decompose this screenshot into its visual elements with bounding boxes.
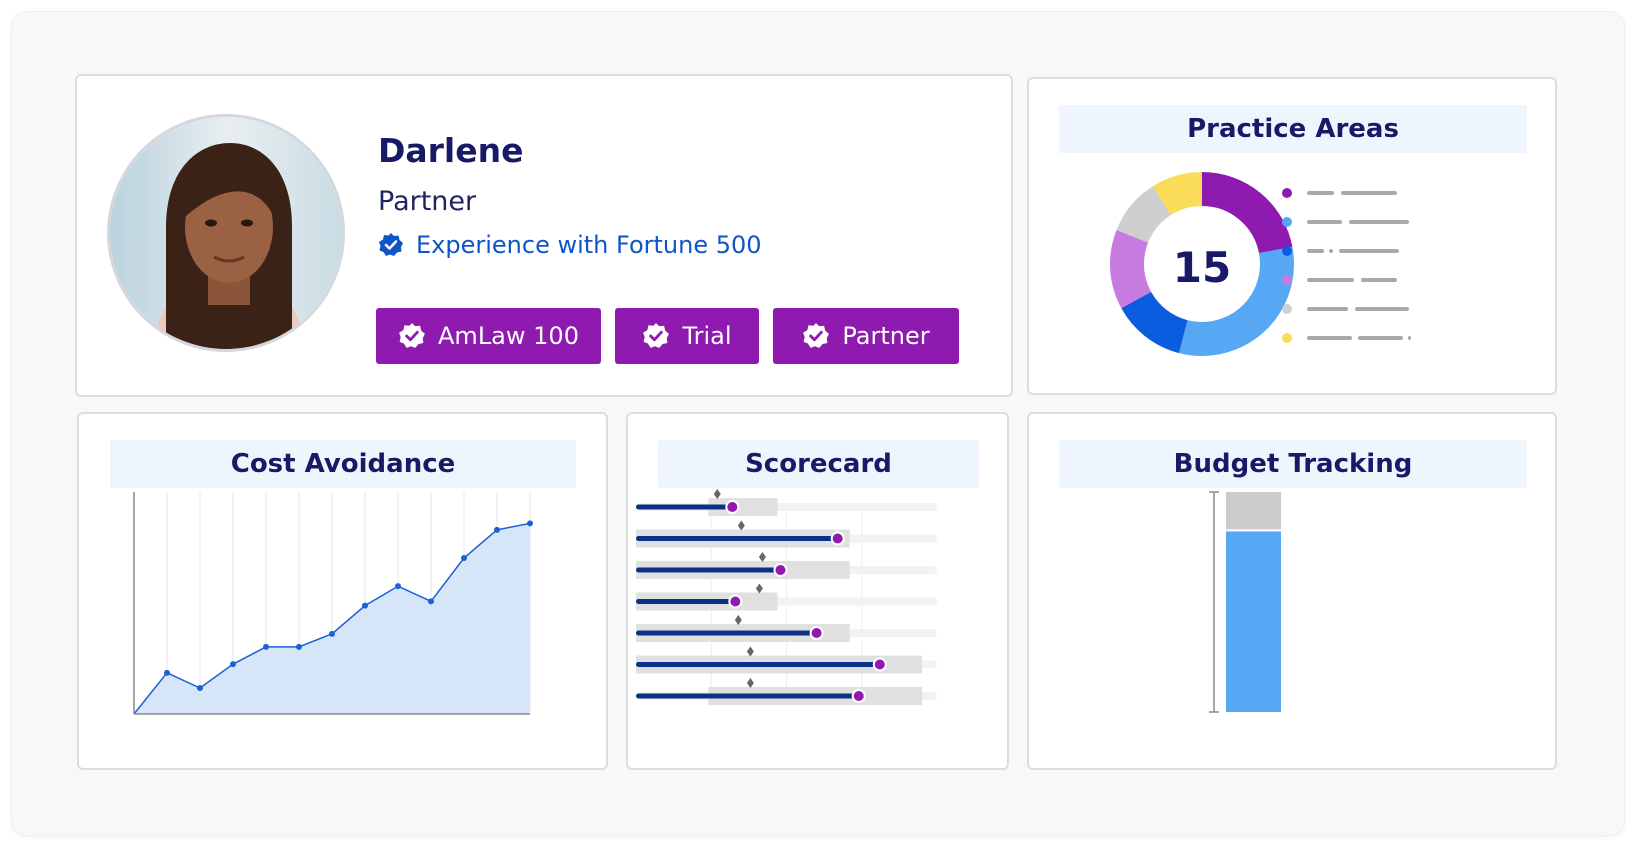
bullet-target-marker xyxy=(746,646,754,657)
legend-placeholder-line xyxy=(1329,249,1333,253)
practice-areas-donut-chart xyxy=(1110,172,1411,356)
experience-label: Experience with Fortune 500 xyxy=(416,231,762,259)
bullet-actual-bar xyxy=(636,693,859,699)
budget-tracking-card: Budget Tracking xyxy=(1027,412,1557,770)
cost-avoidance-title: Cost Avoidance xyxy=(110,440,576,488)
tag-partner[interactable]: Partner xyxy=(773,308,959,364)
badge-check-icon xyxy=(643,323,670,348)
legend-placeholder-line xyxy=(1341,191,1397,195)
tag-amlaw-100[interactable]: AmLaw 100 xyxy=(376,308,601,364)
budget-tracking-bar-chart xyxy=(1209,491,1281,713)
practice-areas-card: Practice Areas 15 xyxy=(1027,77,1557,395)
legend-dot xyxy=(1282,246,1292,256)
bullet-actual-bar xyxy=(636,567,781,573)
cost-avoidance-card: Cost Avoidance xyxy=(77,412,608,770)
donut-slice-1 xyxy=(1110,172,1294,356)
legend-placeholder-line xyxy=(1307,307,1348,311)
tag-label: AmLaw 100 xyxy=(438,322,579,350)
legend-placeholder-line xyxy=(1349,220,1409,224)
budget-used-bar xyxy=(1226,531,1281,712)
bullet-value-marker xyxy=(851,689,866,703)
bullet-value-marker xyxy=(872,657,887,672)
data-point xyxy=(527,520,533,527)
budget-tracking-title: Budget Tracking xyxy=(1059,440,1527,488)
legend-placeholder-line xyxy=(1408,336,1411,340)
bullet-value-marker xyxy=(725,500,740,514)
bullet-value-marker xyxy=(830,531,845,546)
bullet-value-marker xyxy=(728,594,743,609)
cost-avoidance-area-chart xyxy=(133,492,533,715)
data-point xyxy=(230,661,236,668)
scorecard-title: Scorecard xyxy=(658,440,979,488)
profile-role: Partner xyxy=(378,186,477,217)
bullet-value-marker xyxy=(773,563,788,577)
scorecard-bullet-chart xyxy=(636,489,937,706)
tag-trial[interactable]: Trial xyxy=(615,308,759,364)
data-point xyxy=(197,685,203,691)
data-point xyxy=(164,669,170,676)
bullet-target-marker xyxy=(737,520,745,531)
bullet-value-marker xyxy=(809,626,824,640)
legend-placeholder-line xyxy=(1307,278,1354,282)
legend-dot xyxy=(1282,333,1292,343)
bullet-target-marker xyxy=(734,615,742,625)
donut-slice-5 xyxy=(1110,172,1294,356)
badge-check-icon xyxy=(803,323,830,348)
tag-label: Partner xyxy=(842,322,930,350)
legend-dot xyxy=(1282,217,1292,227)
profile-name: Darlene xyxy=(378,131,524,170)
avatar-portrait xyxy=(110,117,342,349)
legend-placeholder-line xyxy=(1307,249,1324,253)
data-point xyxy=(428,598,434,605)
bullet-target-marker xyxy=(758,552,766,562)
legend-placeholder-line xyxy=(1307,336,1352,340)
legend-dot xyxy=(1282,188,1292,198)
bullet-actual-bar xyxy=(636,630,817,636)
legend-placeholder-line xyxy=(1361,278,1397,282)
legend-placeholder-line xyxy=(1339,249,1399,253)
data-point xyxy=(329,630,335,637)
bullet-range xyxy=(708,498,778,516)
donut-center-total: 15 xyxy=(1172,243,1232,292)
bullet-target-marker xyxy=(713,489,721,499)
data-point xyxy=(362,602,368,609)
legend-dot xyxy=(1282,304,1292,314)
verified-icon xyxy=(379,233,403,256)
bullet-actual-bar xyxy=(636,599,736,604)
data-point xyxy=(395,583,401,590)
legend-placeholder-line xyxy=(1355,307,1409,311)
bullet-actual-bar xyxy=(636,536,838,541)
legend-placeholder-line xyxy=(1307,220,1342,224)
data-point xyxy=(494,526,500,533)
bullet-actual-bar xyxy=(636,504,733,510)
badge-check-icon xyxy=(399,323,425,348)
bullet-target-marker xyxy=(746,678,754,688)
practice-areas-title: Practice Areas xyxy=(1059,105,1527,153)
donut-slice-3 xyxy=(1110,172,1294,356)
legend-placeholder-line xyxy=(1358,336,1403,340)
legend-dot xyxy=(1282,275,1292,285)
tag-label: Trial xyxy=(682,322,732,350)
experience-badge: Experience with Fortune 500 xyxy=(378,231,762,259)
profile-card: Darlene Partner Experience with Fortune … xyxy=(75,74,1013,397)
avatar xyxy=(107,114,345,352)
data-point xyxy=(461,555,467,561)
data-point xyxy=(296,643,302,650)
data-point xyxy=(263,643,269,650)
tag-list: AmLaw 100 Trial Partner xyxy=(376,308,959,364)
budget-remaining-bar xyxy=(1226,492,1281,530)
scorecard-card: Scorecard xyxy=(626,412,1009,770)
bullet-actual-bar xyxy=(636,662,880,667)
bullet-target-marker xyxy=(755,583,763,594)
legend-placeholder-line xyxy=(1307,191,1334,195)
